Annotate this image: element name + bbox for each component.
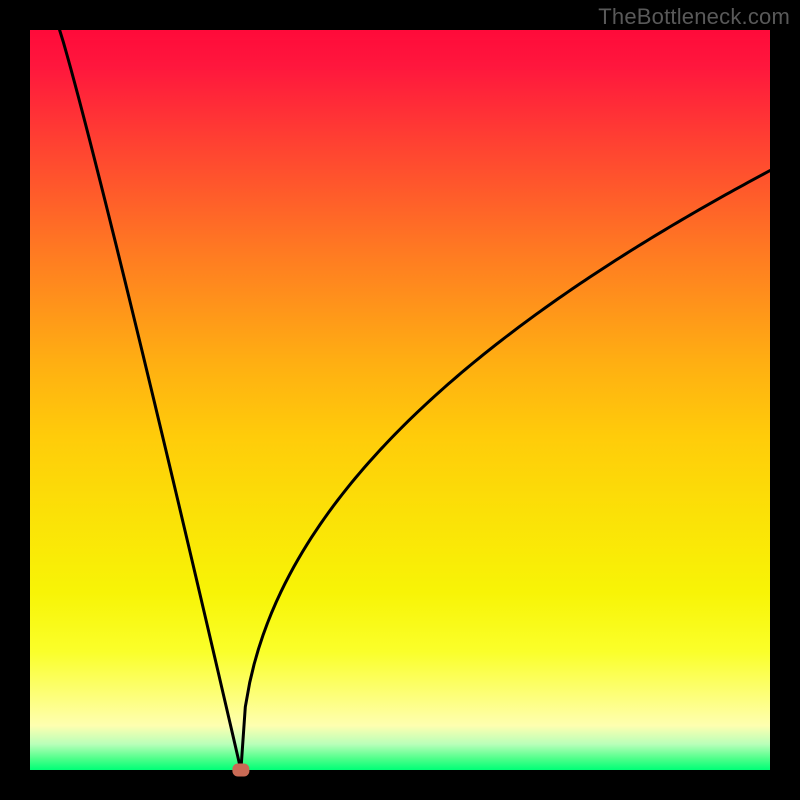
chart-container: TheBottleneck.com — [0, 0, 800, 800]
watermark-text: TheBottleneck.com — [598, 4, 790, 30]
plot-background — [30, 30, 770, 770]
minimum-marker — [233, 764, 249, 776]
bottleneck-chart — [0, 0, 800, 800]
